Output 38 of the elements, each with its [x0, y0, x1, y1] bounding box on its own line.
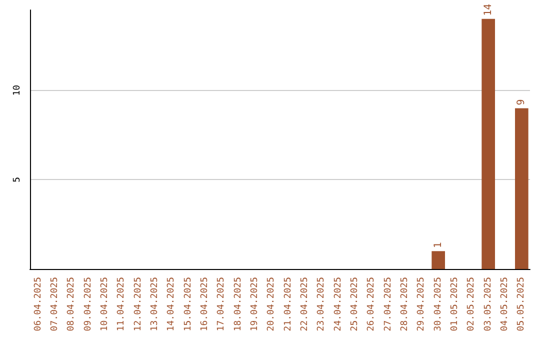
x-tick-label: 21.04.2025: [283, 277, 294, 332]
x-tick-label: 11.04.2025: [116, 277, 127, 332]
x-tick-label: 27.04.2025: [383, 277, 394, 332]
x-tick-label: 30.04.2025: [433, 277, 444, 332]
x-tick-label: 28.04.2025: [400, 277, 410, 332]
x-tick-label: 19.04.2025: [250, 277, 260, 332]
x-tick-label: 16.04.2025: [200, 277, 210, 332]
bar: [432, 251, 445, 269]
x-tick-label: 24.04.2025: [333, 277, 344, 332]
x-tick-label: 29.04.2025: [416, 277, 427, 332]
x-tick-label: 26.04.2025: [366, 277, 377, 332]
y-tick-label: 10: [12, 84, 22, 96]
x-tick-label: 05.05.2025: [516, 277, 527, 332]
x-tick-label: 14.04.2025: [166, 277, 177, 332]
y-tick-label: 5: [12, 176, 22, 182]
x-tick-label: 12.04.2025: [133, 277, 144, 332]
x-tick-label: 20.04.2025: [266, 277, 277, 332]
x-tick-label: 18.04.2025: [233, 277, 244, 332]
x-tick-label: 15.04.2025: [183, 277, 194, 332]
x-tick-label: 07.04.2025: [50, 277, 60, 332]
x-tick-label: 01.05.2025: [450, 277, 460, 332]
x-tick-label: 22.04.2025: [300, 277, 310, 332]
x-tick-label: 10.04.2025: [100, 277, 110, 332]
x-tick-label: 04.05.2025: [500, 277, 510, 332]
data-label: 14: [482, 4, 494, 16]
x-tick-label: 08.04.2025: [66, 277, 77, 332]
data-label: 1: [432, 242, 444, 248]
x-tick-label: 23.04.2025: [316, 277, 327, 332]
x-tick-label: 03.05.2025: [483, 277, 494, 332]
x-tick-label: 13.04.2025: [150, 277, 160, 332]
x-tick-label: 02.05.2025: [466, 277, 477, 332]
bar: [515, 108, 528, 269]
x-tick-label: 06.04.2025: [33, 277, 44, 332]
bar: [482, 18, 495, 269]
x-tick-label: 17.04.2025: [216, 277, 227, 332]
x-tick-label: 25.04.2025: [350, 277, 360, 332]
x-tick-label: 09.04.2025: [83, 277, 94, 332]
data-label: 9: [516, 99, 528, 106]
